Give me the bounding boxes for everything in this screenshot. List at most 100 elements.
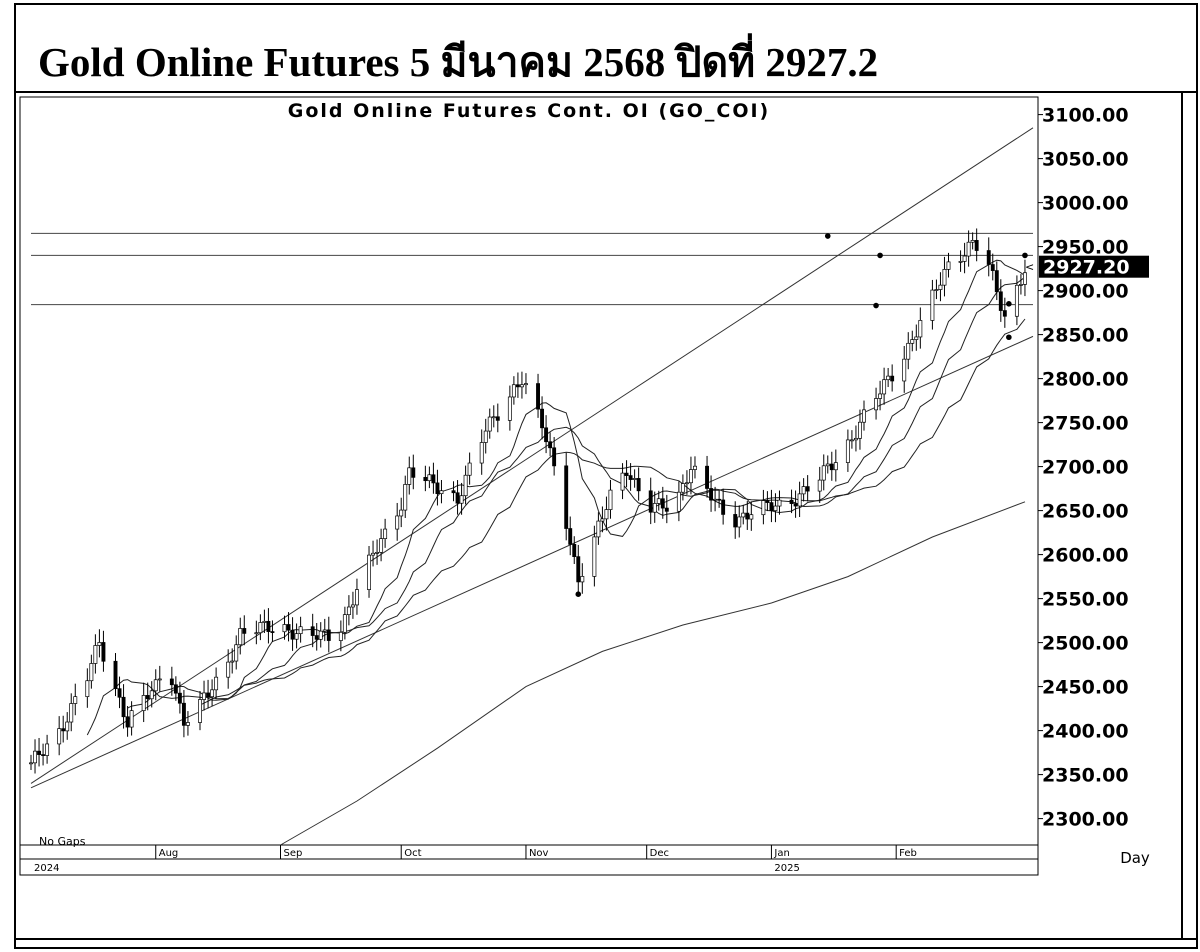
price-bar-body (266, 620, 271, 632)
price-bar-body (242, 628, 247, 634)
price-bar-body (721, 499, 726, 515)
price-bar (375, 539, 380, 565)
swing-marker-dot (1006, 301, 1012, 307)
price-bar (648, 477, 653, 525)
price-bar-body (874, 398, 879, 411)
price-bar (882, 367, 887, 405)
price-bar (403, 475, 408, 518)
price-bar (238, 617, 243, 655)
month-tick-label: Jan (773, 848, 789, 859)
chart-title: Gold Online Futures Cont. OI (GO_COI) (288, 100, 771, 122)
price-bar (519, 371, 524, 399)
price-bar-body (383, 528, 388, 539)
price-bar-body (608, 489, 613, 510)
price-bar (515, 372, 520, 398)
price-bar (994, 261, 999, 301)
price-bar-body (914, 336, 919, 340)
price-bar-body (427, 474, 432, 482)
price-bar (676, 481, 681, 522)
month-tick-label: Oct (404, 848, 421, 859)
price-bar (185, 711, 190, 736)
price-bar (206, 679, 211, 709)
price-bar (117, 676, 122, 709)
price-bar-body (177, 692, 182, 704)
price-bar (371, 540, 375, 567)
price-bar-body (491, 416, 496, 419)
price-bar (934, 279, 939, 300)
price-tick-label: 2750.00 (1042, 413, 1129, 435)
price-bar (540, 396, 545, 440)
price-bar (890, 364, 895, 392)
price-bar (202, 680, 206, 711)
price-bar-body (1023, 272, 1027, 285)
price-bar-body (149, 690, 154, 700)
price-bar (379, 528, 384, 562)
price-bar (463, 465, 468, 505)
price-bar-body (660, 498, 665, 509)
price-bar (507, 385, 512, 431)
price-bar-body (342, 614, 347, 633)
price-bar (383, 518, 388, 548)
price-bar-body (338, 631, 343, 641)
price-bar-body (230, 660, 235, 663)
price-bar-body (825, 463, 830, 467)
price-bar (101, 630, 106, 672)
price-bar-body (1014, 284, 1019, 317)
price-bar-body (282, 624, 287, 633)
price-bar-body (431, 474, 436, 484)
price-bar-body (705, 465, 709, 489)
price-bar-body (85, 680, 90, 698)
price-bar-body (73, 696, 78, 704)
price-bar-body (604, 509, 609, 520)
price-bar (600, 506, 605, 533)
price-bar-body (318, 630, 323, 640)
price-bar-body (181, 702, 186, 726)
price-bar-body (733, 514, 738, 528)
price-bar (395, 502, 400, 541)
price-bar-body (395, 515, 400, 530)
side-column-divider (1181, 93, 1183, 939)
price-bar (121, 684, 126, 729)
price-bar (254, 620, 259, 645)
price-bar (41, 743, 46, 766)
price-bar (69, 693, 74, 732)
price-bar-body (544, 427, 549, 443)
price-bar-body (930, 289, 935, 321)
price-bar-body (89, 663, 94, 682)
price-bar-body (946, 261, 951, 270)
price-bar (487, 408, 492, 439)
price-bar (322, 618, 327, 642)
price-bar (958, 250, 963, 272)
price-bar-body (684, 482, 689, 485)
price-bar (797, 481, 802, 518)
price-tick-label: 2350.00 (1042, 765, 1129, 787)
price-bar-body (69, 703, 74, 723)
price-bar-body (833, 462, 838, 471)
price-bar-body (765, 500, 770, 503)
price-bar-body (61, 728, 66, 732)
price-bar (817, 466, 822, 503)
price-bar (793, 490, 798, 518)
trend-line (30, 127, 1034, 784)
price-bar (149, 681, 154, 708)
price-bar-body (234, 644, 239, 662)
price-bar (97, 629, 102, 658)
price-tick-label: 2700.00 (1042, 457, 1129, 479)
price-bar-body (986, 250, 991, 265)
price-bar (684, 470, 689, 495)
price-bar (1014, 275, 1019, 326)
price-bar (270, 620, 275, 642)
price-bar-body (966, 241, 971, 257)
price-bar-body (910, 339, 915, 344)
price-bar-body (576, 556, 581, 583)
month-tick-label: Aug (159, 848, 179, 859)
long-moving-average-line (280, 501, 1026, 846)
moving-average-line (127, 276, 1026, 709)
price-bar (230, 648, 235, 674)
price-bar (576, 544, 581, 593)
price-bar-body (620, 472, 625, 491)
price-bar-body (777, 499, 782, 507)
year-tick-label: 2024 (34, 863, 59, 874)
price-tick-label: 2650.00 (1042, 501, 1129, 523)
price-bar (862, 400, 866, 431)
